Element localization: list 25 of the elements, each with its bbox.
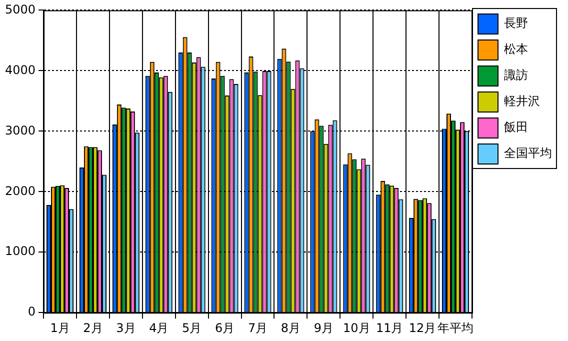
- y-tick-label: 0: [28, 304, 36, 319]
- y-tick-label: 3000: [4, 123, 36, 138]
- x-tick-label: 3月: [116, 320, 136, 335]
- legend-label: 飯田: [504, 120, 528, 134]
- x-tick-label: 年平均: [438, 320, 474, 335]
- x-tick-label: 5月: [182, 320, 202, 335]
- y-tick-label: 4000: [4, 62, 36, 77]
- x-tick-label: 2月: [83, 320, 103, 335]
- x-tick-label: 9月: [314, 320, 334, 335]
- x-tick-label: 10月: [343, 320, 370, 335]
- y-tick-label: 5000: [4, 2, 36, 16]
- x-tick-label: 6月: [214, 320, 235, 335]
- x-tick-label: 1月: [50, 320, 70, 335]
- legend-label: 松本: [504, 42, 528, 56]
- legend-label: 諏訪: [504, 68, 528, 82]
- x-tick-label: 8月: [280, 320, 301, 335]
- x-tick-label: 7月: [248, 320, 268, 335]
- x-tick-label: 12月: [408, 320, 436, 335]
- y-tick-label: 1000: [4, 244, 36, 258]
- legend-label: 軽井沢: [504, 94, 540, 108]
- y-tick-label: 2000: [4, 184, 36, 198]
- legend-label: 長野: [504, 16, 528, 30]
- x-tick-label: 4月: [149, 320, 169, 335]
- legend-label: 全国平均: [504, 146, 552, 160]
- x-tick-label: 11月: [376, 320, 404, 335]
